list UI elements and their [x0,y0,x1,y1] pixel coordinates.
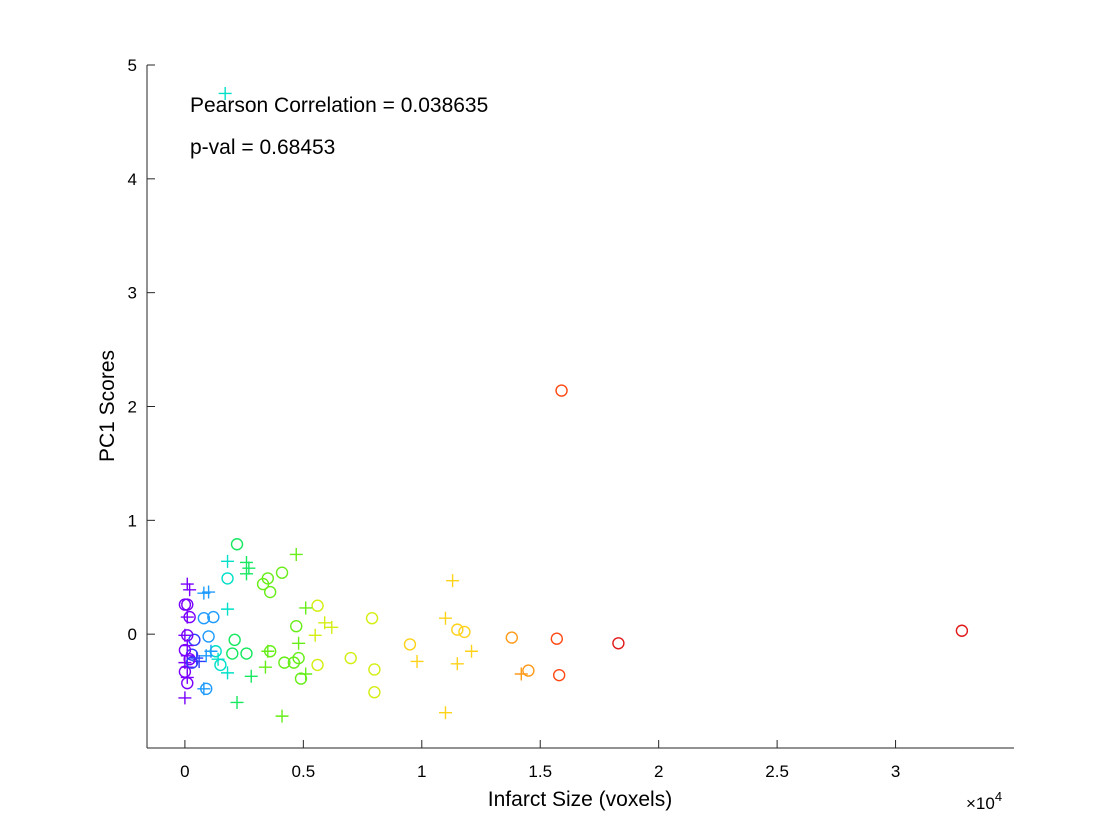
data-point-plus [242,561,256,575]
data-point-plus [465,644,479,658]
data-point-circle [365,612,379,625]
data-point-circle [202,630,215,643]
data-point-circle [290,619,303,633]
data-point-circle [287,656,301,669]
x-tick-label: 2 [654,762,663,781]
data-point-plus [199,649,213,663]
data-point-plus [289,547,303,561]
y-tick-label: 5 [128,56,137,75]
data-point-plus [197,682,211,696]
data-point-circle [344,651,357,665]
data-point-plus [197,586,211,600]
y-tick-label: 4 [128,170,137,189]
x-axis-exponent-power: 4 [995,789,1002,804]
data-point-circle [178,598,192,611]
data-point-circle [505,631,519,644]
data-point-plus [275,709,289,723]
data-point-circle [197,612,211,625]
data-point-circle [555,384,568,397]
data-point-plus [318,616,332,630]
y-tick-label: 3 [128,284,137,303]
data-point-plus [299,667,313,681]
data-point-circle [552,668,566,682]
data-point-plus [221,666,235,680]
data-point-circle [278,656,291,669]
data-point-circle [207,610,220,624]
x-tick-label: 1.5 [528,762,552,781]
x-axis-exponent: ×104 [966,789,1002,813]
data-point-plus [325,620,339,634]
data-point-circle [181,676,194,690]
x-tick-label: 2.5 [765,762,789,781]
plot-area: 0 0.5 1 1.5 2 2.5 3 0 1 2 3 4 5 [128,56,1014,781]
x-tick-label: 3 [891,762,900,781]
data-point-circle [403,638,417,651]
y-tick-label: 0 [128,625,137,644]
data-point-circle [292,651,305,665]
data-point-plus [258,660,272,674]
data-point-plus [410,654,424,668]
data-point-plus [230,695,244,709]
data-point-plus [221,602,235,616]
data-point-plus [190,651,204,665]
x-tick-label: 1 [417,762,426,781]
data-point-circle [311,599,324,612]
data-point-plus [438,611,452,625]
data-point-plus [221,554,235,568]
data-point-circle [458,625,471,639]
data-point-plus [239,567,253,581]
data-point-plus [299,601,313,615]
data-point-circle [275,566,289,579]
data-point-circle [368,663,381,676]
data-point-plus [239,555,253,569]
annotation-pearson: Pearson Correlation = 0.038635 [190,94,488,117]
data-point-plus [180,577,194,591]
data-point-plus [292,636,306,650]
data-point-plus [261,644,275,658]
y-axis-ticks: 0 1 2 3 4 5 [128,56,155,644]
y-tick-label: 1 [128,511,137,530]
x-tick-label: 0 [180,762,189,781]
y-tick-label: 2 [128,398,137,417]
data-point-circle [230,538,244,551]
data-point-plus [178,691,192,705]
data-point-plus [183,583,197,597]
data-point-circle [955,624,969,637]
data-point-plus [514,667,528,681]
data-point-circle [311,658,324,672]
annotation-pval: p-val = 0.68453 [190,136,335,159]
data-point-circle [451,623,464,636]
data-point-plus [450,657,464,671]
data-point-circle [185,656,199,669]
data-point-plus [244,669,258,683]
data-point-circle [522,664,535,677]
data-point-circle [256,577,270,591]
data-point-circle [221,572,234,585]
x-tick-label: 0.5 [292,762,316,781]
data-point-circle [226,647,239,660]
y-axis-label: PC1 Scores [96,350,119,462]
data-point-circle [240,647,253,660]
x-axis-exponent-base: ×10 [966,794,995,813]
data-point-circle [550,632,564,645]
data-point-plus [446,574,460,588]
data-point-circle [263,585,277,599]
data-point-plus [180,610,194,624]
data-point-circle [368,686,381,699]
data-point-plus [178,628,192,642]
data-point-circle [294,672,308,685]
data-point-circle [228,633,241,647]
data-point-circle [612,637,625,650]
data-point-circle [181,598,194,611]
data-point-plus [218,86,232,100]
data-point-circle [214,658,227,672]
data-point-plus [438,706,452,720]
data-point-plus [308,628,322,642]
x-axis-label: Infarct Size (voxels) [488,788,672,811]
data-point-plus [211,652,225,666]
data-point-circle [183,653,196,666]
data-markers [178,86,969,723]
x-axis-ticks: 0 0.5 1 1.5 2 2.5 3 [180,740,900,781]
